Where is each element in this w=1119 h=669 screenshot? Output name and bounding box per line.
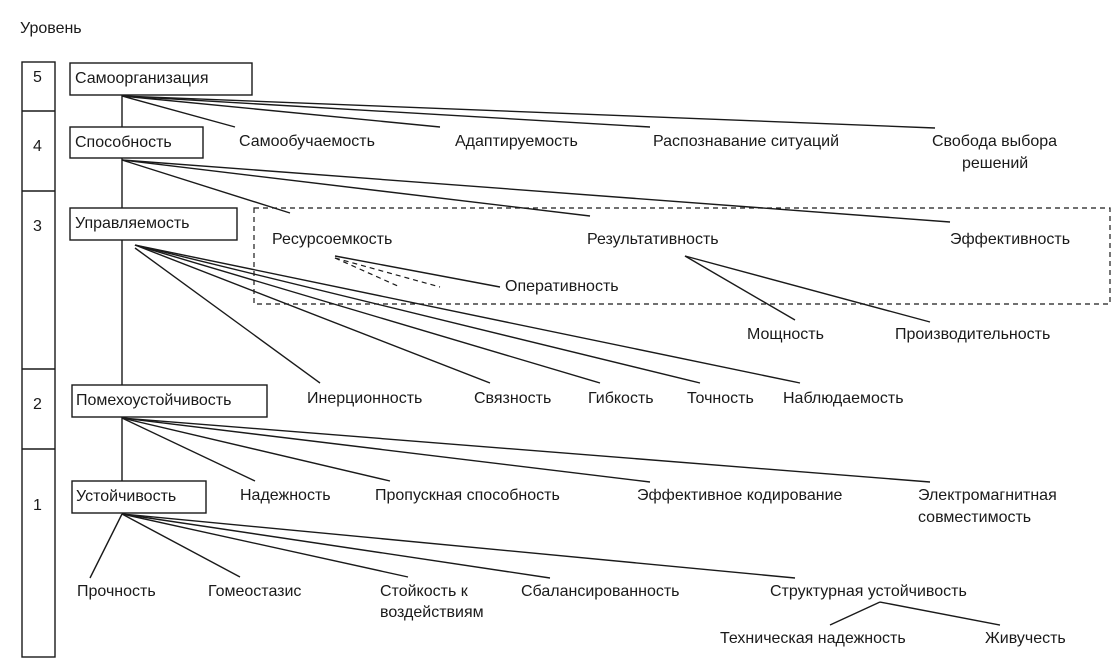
- level-column: 5 4 3 2 1: [21, 61, 56, 658]
- node-label: Электромагнитная: [918, 487, 1057, 504]
- level-box-5: Самоорганизация: [69, 62, 253, 96]
- level-box-1: Устойчивость: [71, 480, 207, 514]
- node-label: Результативность: [587, 231, 719, 248]
- level-number: 1: [33, 497, 42, 514]
- node-label: Адаптируемость: [455, 133, 578, 150]
- node-label: совместимость: [918, 509, 1031, 526]
- level-number: 5: [33, 69, 42, 86]
- box-label: Управляемость: [75, 215, 190, 232]
- node-label: Гибкость: [588, 390, 654, 407]
- box-label: Способность: [75, 134, 172, 151]
- dashed-group-box: [253, 207, 1111, 305]
- node-label: решений: [962, 155, 1028, 172]
- box-label: Помехоустойчивость: [76, 392, 231, 409]
- node-label: воздействиям: [380, 604, 484, 621]
- node-label: Техническая надежность: [720, 630, 906, 647]
- node-label: Свобода выбора: [932, 133, 1057, 150]
- connectors: [89, 95, 1001, 626]
- level-number: 4: [33, 138, 42, 155]
- node-label: Связность: [474, 390, 551, 407]
- node-label: Надежность: [240, 487, 331, 504]
- box-label: Самоорганизация: [75, 70, 208, 87]
- node-label: Наблюдаемость: [783, 390, 904, 407]
- node-label: Гомеостазис: [208, 583, 301, 600]
- box-label: Устойчивость: [76, 488, 176, 505]
- node-label: Распознавание ситуаций: [653, 133, 839, 150]
- node-label: Оперативность: [505, 278, 619, 295]
- node-label: Пропускная способность: [375, 487, 560, 504]
- node-label: Сбалансированность: [521, 583, 680, 600]
- node-label: Мощность: [747, 326, 824, 343]
- node-label: Ресурсоемкость: [272, 231, 392, 248]
- level-number: 3: [33, 218, 42, 235]
- node-label: Самообучаемость: [239, 133, 375, 150]
- node-label: Инерционность: [307, 390, 422, 407]
- node-label: Прочность: [77, 583, 156, 600]
- level-box-2: Помехоустойчивость: [71, 384, 268, 418]
- node-label: Эффективное кодирование: [637, 487, 843, 504]
- level-axis-label: Уровень: [20, 20, 82, 37]
- node-label: Точность: [687, 390, 754, 407]
- node-label: Производительность: [895, 326, 1050, 343]
- level-box-4: Способность: [69, 126, 204, 159]
- level-number: 2: [33, 396, 42, 413]
- node-label: Живучесть: [985, 630, 1066, 647]
- level-box-3: Управляемость: [69, 207, 238, 241]
- node-label: Эффективность: [950, 231, 1070, 248]
- node-label: Стойкость к: [380, 583, 469, 600]
- node-label: Структурная устойчивость: [770, 583, 967, 600]
